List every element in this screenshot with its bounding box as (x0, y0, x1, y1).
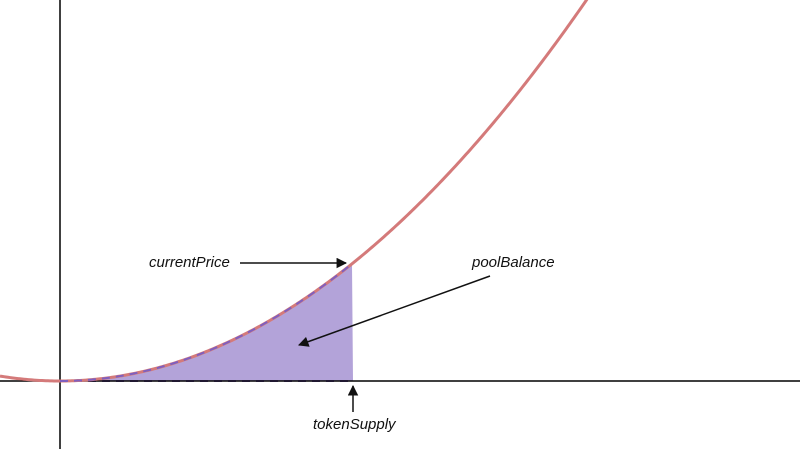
pool-balance-label: poolBalance (472, 254, 555, 271)
area-curve-edge-dashed (59, 263, 353, 382)
token-supply-label: tokenSupply (313, 416, 396, 433)
current-price-label: currentPrice (149, 254, 230, 271)
pool-balance-area (60, 263, 353, 381)
pool-balance-arrow (298, 275, 491, 347)
bonding-curve (0, 0, 589, 383)
